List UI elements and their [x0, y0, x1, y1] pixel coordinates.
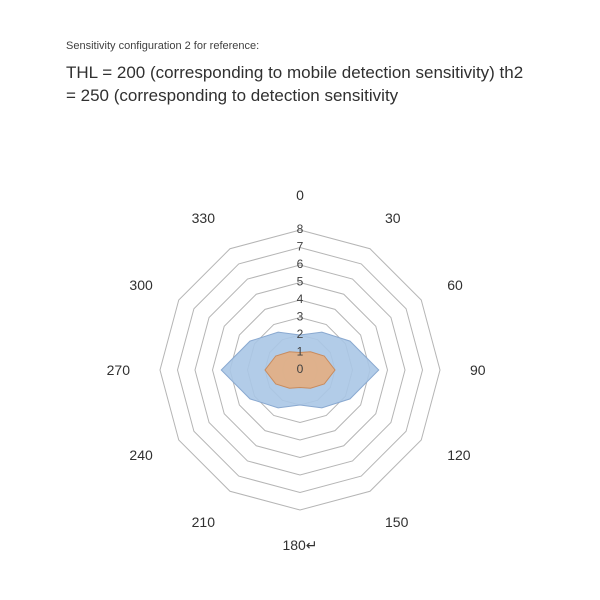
- radial-tick-label: 2: [297, 327, 304, 341]
- radial-tick-label: 0: [297, 362, 304, 376]
- angle-label: 210: [192, 514, 216, 530]
- angle-label: 330: [192, 210, 216, 226]
- radar-chart: 0 1 2 3 4 5 6 7 8 0 30 60 90 120 150 180↵ 210 240 270 300 33…: [0, 160, 600, 600]
- radial-tick-label: 1: [297, 345, 304, 359]
- angle-label: 300: [129, 277, 153, 293]
- radial-tick-label: 3: [297, 310, 304, 324]
- angle-label: 240: [129, 447, 153, 463]
- angle-label: 0: [296, 187, 304, 203]
- angle-label: 90: [470, 362, 486, 378]
- radial-tick-label: 4: [297, 292, 304, 306]
- caption-small: Sensitivity configuration 2 for referenc…: [66, 40, 259, 52]
- caption-large: THL = 200 (corresponding to mobile detec…: [66, 62, 536, 108]
- angle-label: 60: [447, 277, 463, 293]
- angle-label: 150: [385, 514, 409, 530]
- angle-label: 270: [107, 362, 131, 378]
- angle-label: 120: [447, 447, 471, 463]
- radial-tick-label: 6: [297, 257, 304, 271]
- radial-tick-label: 5: [297, 275, 304, 289]
- angle-label: 180↵: [282, 537, 317, 553]
- angle-label: 30: [385, 210, 401, 226]
- radial-tick-label: 7: [297, 240, 304, 254]
- radial-tick-label: 8: [297, 222, 304, 236]
